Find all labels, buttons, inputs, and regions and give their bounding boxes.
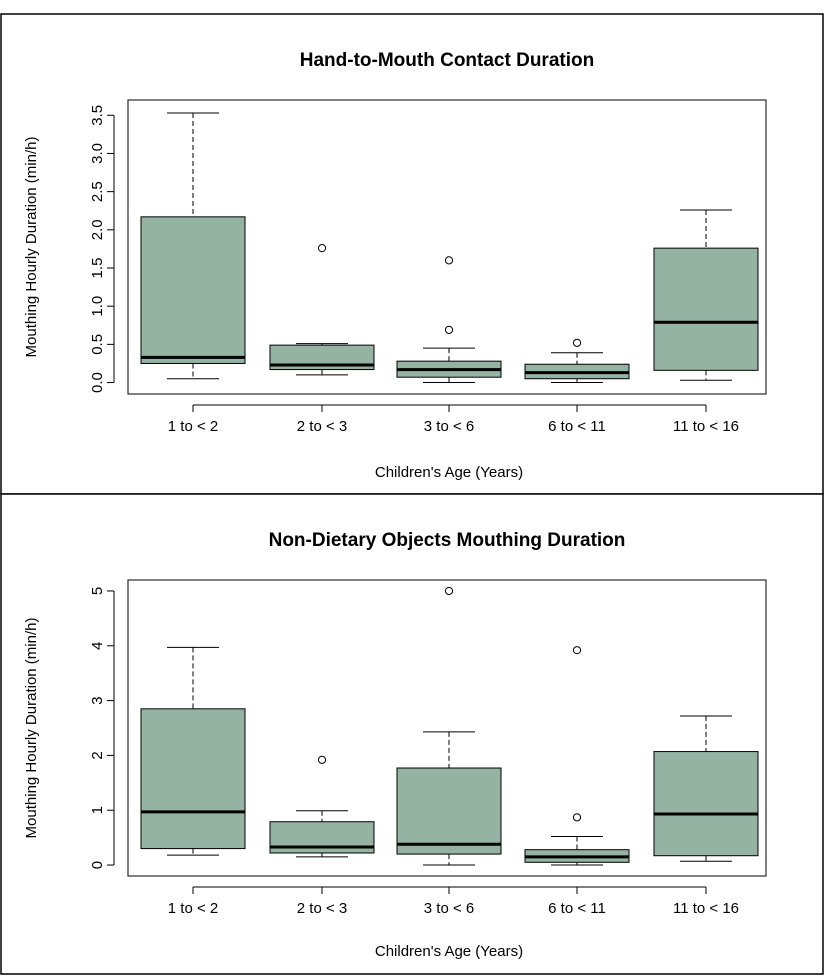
x-tick-label: 2 to < 3 xyxy=(297,418,347,435)
box-iqr xyxy=(140,708,246,850)
box-4 xyxy=(524,646,630,866)
box-iqr xyxy=(140,216,246,364)
x-tick-label: 1 to < 2 xyxy=(168,900,218,917)
y-tick-label: 0 xyxy=(89,861,106,869)
outlier-point xyxy=(572,813,582,822)
box-3 xyxy=(396,586,502,866)
chart-panel-hand-to-mouth: Hand-to-Mouth Contact Duration Children'… xyxy=(23,50,767,481)
y-tick-label: 1.0 xyxy=(89,296,106,317)
x-axis-label: Children's Age (Years) xyxy=(375,943,523,960)
outlier-point xyxy=(444,586,454,596)
x-tick-label: 6 to < 11 xyxy=(548,418,606,435)
y-tick-label: 1 xyxy=(89,806,106,814)
box-1 xyxy=(140,112,246,380)
x-tick-label: 11 to < 16 xyxy=(673,418,739,435)
box-3 xyxy=(396,256,502,384)
chart-title: Non-Dietary Objects Mouthing Duration xyxy=(269,530,626,551)
y-tick-label: 2.5 xyxy=(89,181,106,202)
y-tick-label: 3 xyxy=(89,696,106,704)
chart-title: Hand-to-Mouth Contact Duration xyxy=(300,50,594,71)
box-2 xyxy=(269,755,375,858)
outlier-point xyxy=(572,338,582,347)
outlier-point xyxy=(444,325,454,334)
outlier-point xyxy=(317,755,327,764)
box-5 xyxy=(653,715,759,862)
box-iqr xyxy=(653,751,759,857)
outlier-point xyxy=(572,646,582,655)
y-tick-label: 3.5 xyxy=(89,105,106,126)
outlier-point xyxy=(317,244,327,253)
x-tick-label: 2 to < 3 xyxy=(297,900,347,917)
y-tick-label: 5 xyxy=(89,587,106,595)
box-iqr xyxy=(396,767,502,855)
y-axis: 0 1 2 3 4 5 xyxy=(89,587,115,869)
y-tick-label: 4 xyxy=(89,642,106,650)
boxes xyxy=(140,586,759,866)
box-5 xyxy=(653,209,759,381)
y-axis-label: Mouthing Hourly Duration (min/h) xyxy=(23,137,40,358)
y-axis-label: Mouthing Hourly Duration (min/h) xyxy=(23,618,40,839)
y-tick-label: 2 xyxy=(89,751,106,759)
box-4 xyxy=(524,338,630,384)
x-axis: 1 to < 2 2 to < 3 3 to < 6 6 to < 11 11 to <… xyxy=(168,404,739,435)
x-tick-label: 1 to < 2 xyxy=(168,418,218,435)
x-tick-label: 3 to < 6 xyxy=(424,900,474,917)
panel-frame-bottom xyxy=(0,493,824,975)
x-tick-label: 6 to < 11 xyxy=(548,900,606,917)
outlier-point xyxy=(444,256,454,265)
y-tick-label: 3.0 xyxy=(89,143,106,164)
y-tick-label: 0.5 xyxy=(89,334,106,355)
x-axis: 1 to < 2 2 to < 3 3 to < 6 6 to < 11 11 to <… xyxy=(168,886,739,917)
box-2 xyxy=(269,244,375,376)
y-tick-label: 1.5 xyxy=(89,258,106,279)
x-axis-label: Children's Age (Years) xyxy=(375,464,523,481)
x-tick-label: 3 to < 6 xyxy=(424,418,474,435)
plot-area xyxy=(127,99,767,395)
box-iqr xyxy=(653,247,759,371)
boxes xyxy=(140,112,759,384)
chart-panel-non-dietary: Non-Dietary Objects Mouthing Duration Ch… xyxy=(23,530,767,960)
box-1 xyxy=(140,646,246,856)
y-axis: 0.0 0.5 1.0 1.5 2.0 2.5 3.0 3.5 xyxy=(89,105,115,393)
plot-area xyxy=(127,579,767,877)
y-tick-label: 2.0 xyxy=(89,219,106,240)
y-tick-label: 0.0 xyxy=(89,372,106,393)
x-tick-label: 11 to < 16 xyxy=(673,900,739,917)
